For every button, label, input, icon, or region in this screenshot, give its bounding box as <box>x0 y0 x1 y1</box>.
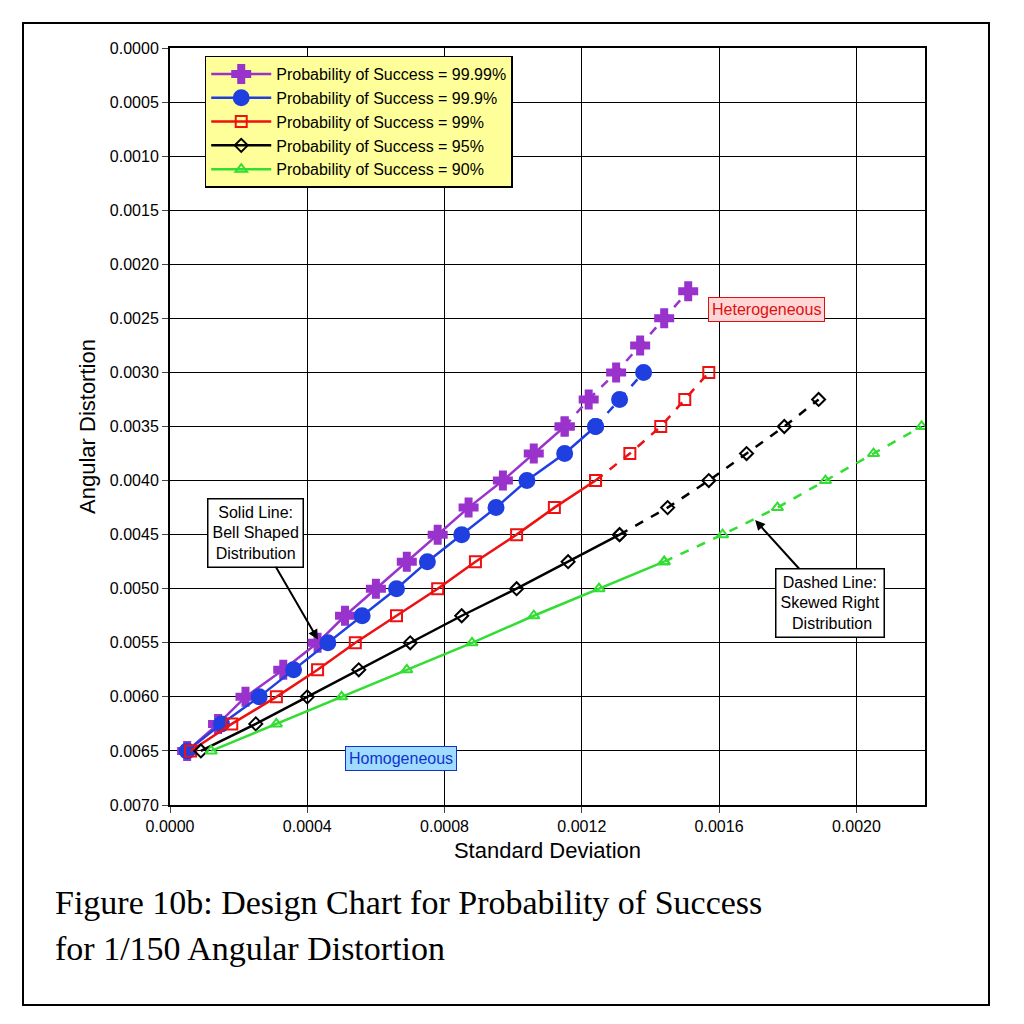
svg-text:0.0008: 0.0008 <box>420 818 469 835</box>
svg-text:Solid Line:Bell ShapedDistribu: Solid Line:Bell ShapedDistribution <box>213 504 299 563</box>
svg-text:0.0040: 0.0040 <box>110 472 159 489</box>
svg-text:Probability of Success = 99.9%: Probability of Success = 99.9% <box>276 90 497 107</box>
svg-text:0.0045: 0.0045 <box>110 526 159 543</box>
svg-text:Homogeneous: Homogeneous <box>349 750 453 767</box>
svg-text:Standard Deviation: Standard Deviation <box>454 838 641 863</box>
svg-text:Dashed Line:Skewed Right Distr: Dashed Line:Skewed Right Distribution <box>781 574 880 633</box>
svg-text:0.0020: 0.0020 <box>110 256 159 273</box>
svg-text:0.0000: 0.0000 <box>146 818 195 835</box>
svg-text:Probability of Success = 99.99: Probability of Success = 99.99% <box>276 66 506 83</box>
svg-text:Probability of Success = 99%: Probability of Success = 99% <box>276 114 484 131</box>
svg-text:Probability of Success = 90%: Probability of Success = 90% <box>276 161 484 178</box>
svg-text:Probability of Success = 95%: Probability of Success = 95% <box>276 138 484 155</box>
svg-text:0.0025: 0.0025 <box>110 310 159 327</box>
svg-text:0.0035: 0.0035 <box>110 418 159 435</box>
svg-text:0.0055: 0.0055 <box>110 634 159 651</box>
svg-text:0.0015: 0.0015 <box>110 202 159 219</box>
html-text:Figure 10b: Design Chart for P: Figure 10b: Design Chart for Probability… <box>55 884 763 967</box>
svg-text:Angular Distortion: Angular Distortion <box>75 339 100 514</box>
svg-text:0.0000: 0.0000 <box>110 40 159 57</box>
svg-text:0.0020: 0.0020 <box>832 818 881 835</box>
svg-text:0.0050: 0.0050 <box>110 580 159 597</box>
svg-text:0.0070: 0.0070 <box>110 797 159 814</box>
svg-text:0.0016: 0.0016 <box>695 818 744 835</box>
svg-text:0.0010: 0.0010 <box>110 148 159 165</box>
svg-text:0.0065: 0.0065 <box>110 743 159 760</box>
svg-text:0.0005: 0.0005 <box>110 94 159 111</box>
svg-text:0.0060: 0.0060 <box>110 688 159 705</box>
svg-text:Heterogeneous: Heterogeneous <box>712 301 821 318</box>
svg-text:0.0030: 0.0030 <box>110 364 159 381</box>
svg-text:0.0012: 0.0012 <box>557 818 606 835</box>
svg-text:0.0004: 0.0004 <box>283 818 332 835</box>
